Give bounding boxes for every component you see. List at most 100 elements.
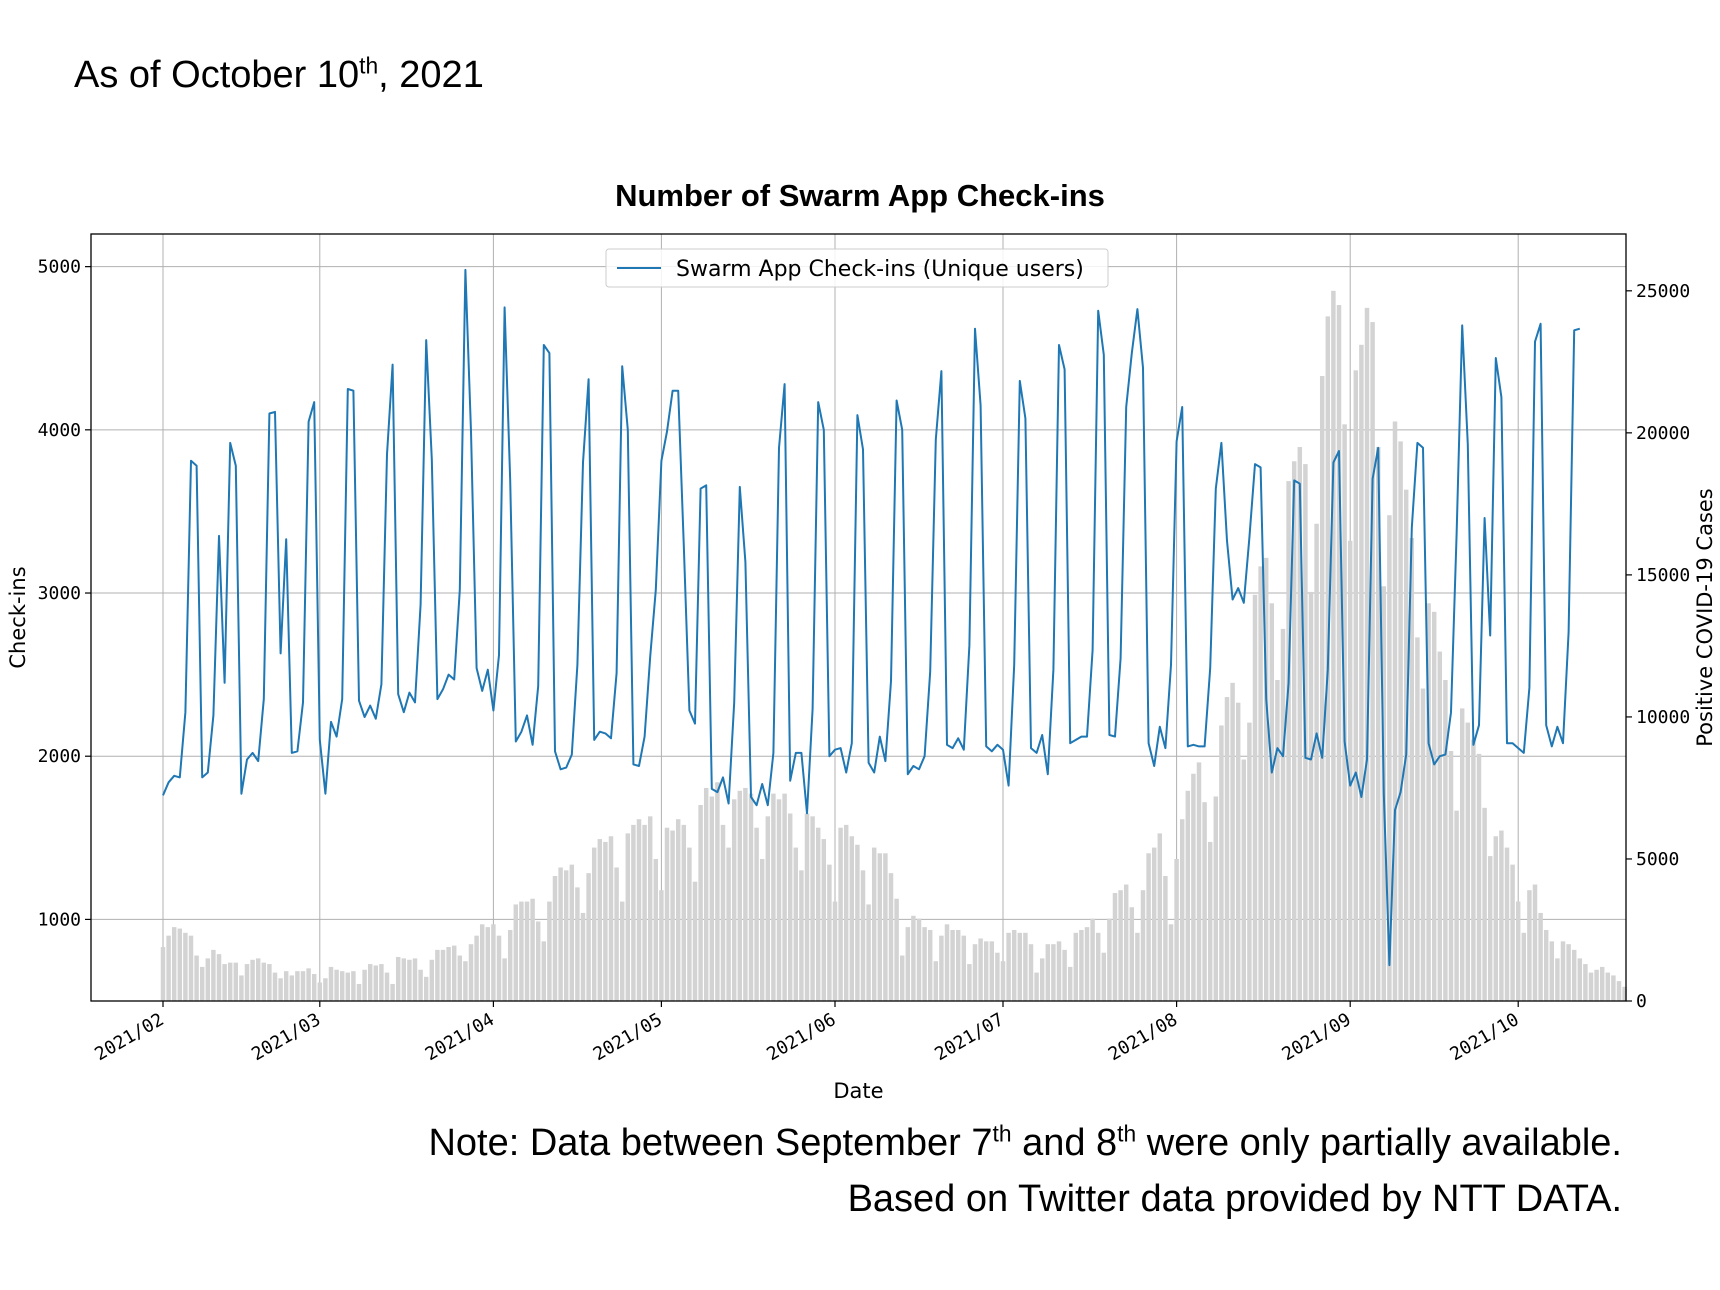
- cases-bar: [961, 935, 967, 1001]
- cases-bar: [939, 935, 944, 1001]
- cases-bar: [743, 787, 748, 1001]
- cases-bar: [1443, 679, 1448, 1001]
- cases-bar: [199, 966, 205, 1001]
- x-tick-label: 2021/03: [248, 1009, 324, 1065]
- x-tick-label: 2021/07: [931, 1009, 1007, 1065]
- cases-bar: [272, 972, 278, 1001]
- cases-bar: [838, 827, 843, 1001]
- cases-bar: [1017, 932, 1023, 1001]
- cases-bar: [787, 813, 793, 1001]
- y2-tick-label: 0: [1636, 991, 1647, 1012]
- cases-bar: [804, 813, 810, 1001]
- cases-bar: [1286, 481, 1291, 1002]
- cases-bar: [1487, 856, 1493, 1001]
- cases-bar: [591, 847, 597, 1001]
- x-axis-label: Date: [833, 1079, 883, 1103]
- cases-bar: [569, 864, 575, 1001]
- cases-bar: [1398, 441, 1403, 1001]
- cases-bar: [367, 964, 373, 1001]
- cases-bar: [726, 847, 731, 1001]
- cases-bar: [883, 853, 888, 1001]
- cases-bar: [933, 961, 939, 1001]
- cases-bar: [1062, 949, 1067, 1001]
- cases-bar: [1269, 603, 1275, 1001]
- cases-bar: [1308, 591, 1314, 1001]
- cases-bar: [636, 819, 642, 1001]
- cases-bar: [384, 972, 390, 1001]
- cases-bar: [1622, 986, 1627, 1001]
- cases-bar: [502, 958, 507, 1001]
- cases-bar: [1101, 952, 1107, 1001]
- cases-bar: [1571, 949, 1577, 1001]
- cases-bar: [401, 958, 407, 1001]
- cases-bar: [670, 830, 675, 1001]
- cases-bar: [1605, 972, 1611, 1001]
- y-tick-label: 4000: [38, 420, 81, 441]
- cases-bar: [815, 827, 821, 1001]
- cases-bar: [524, 901, 530, 1001]
- cases-bar: [614, 867, 619, 1001]
- cases-bar: [698, 804, 703, 1001]
- cases-bar: [1039, 958, 1045, 1001]
- cases-bar: [311, 974, 317, 1001]
- cases-bar: [995, 952, 1000, 1001]
- cases-bar: [1437, 651, 1443, 1001]
- cases-bar: [871, 847, 877, 1001]
- cases-bar: [619, 901, 625, 1001]
- cases-bar: [1359, 344, 1364, 1001]
- cases-bar: [390, 983, 395, 1001]
- note-source: Based on Twitter data provided by NTT DA…: [847, 1178, 1622, 1220]
- cases-bar: [950, 929, 955, 1001]
- cases-bar: [1291, 461, 1297, 1001]
- cases-bar: [1370, 322, 1375, 1001]
- cases-bar: [1459, 708, 1465, 1001]
- cases-bar: [659, 890, 664, 1001]
- cases-bar: [1230, 682, 1235, 1001]
- cases-bar: [205, 958, 211, 1001]
- cases-bar: [429, 959, 435, 1001]
- cases-bar: [692, 881, 698, 1001]
- cases-bar: [233, 962, 239, 1001]
- cases-bar: [1023, 932, 1028, 1001]
- cases-bar: [1140, 890, 1146, 1001]
- cases-bar: [530, 898, 535, 1001]
- cases-bar: [468, 944, 474, 1001]
- cases-bar: [899, 955, 905, 1001]
- cases-bar: [395, 956, 401, 1001]
- cases-bar: [860, 870, 866, 1001]
- cases-bar: [1499, 830, 1504, 1001]
- y2-axis-label: Positive COVID-19 Cases: [1693, 488, 1717, 747]
- cases-bar: [1258, 566, 1263, 1001]
- cases-bar: [1213, 796, 1219, 1001]
- cases-bar: [1118, 890, 1123, 1001]
- cases-bar: [664, 827, 670, 1001]
- checkins-series-line: [162, 268, 1581, 967]
- cases-bar: [1095, 932, 1101, 1001]
- cases-bar: [855, 844, 860, 1001]
- cases-bar: [519, 901, 524, 1001]
- page-heading: As of October 10th, 2021: [74, 54, 484, 97]
- cases-bar: [300, 971, 306, 1001]
- cases-bar: [547, 901, 552, 1001]
- cases-bar: [1151, 847, 1157, 1001]
- cases-bar: [1179, 819, 1185, 1001]
- cases-bar: [1465, 722, 1471, 1001]
- cases-bar: [451, 945, 457, 1001]
- y2-tick-label: 15000: [1636, 565, 1690, 586]
- cases-bar: [474, 935, 479, 1001]
- cases-bar: [894, 898, 899, 1001]
- cases-bar: [1538, 912, 1543, 1001]
- cases-bar: [1431, 611, 1437, 1001]
- cases-bar: [827, 864, 832, 1001]
- cases-bar: [558, 867, 563, 1001]
- cases-bar: [967, 964, 972, 1001]
- cases-bar: [1599, 966, 1605, 1001]
- cases-bar: [1611, 975, 1616, 1001]
- cases-bar: [1387, 515, 1392, 1001]
- cases-bar: [491, 924, 496, 1001]
- cases-bar: [188, 935, 194, 1001]
- cases-bar: [446, 947, 451, 1001]
- cases-bar: [435, 949, 440, 1001]
- cases-bar: [1347, 540, 1353, 1001]
- cases-bar: [160, 947, 166, 1001]
